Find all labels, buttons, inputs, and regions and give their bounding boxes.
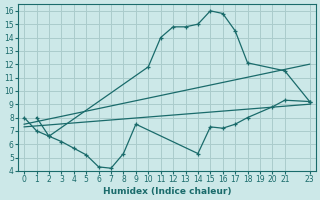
X-axis label: Humidex (Indice chaleur): Humidex (Indice chaleur) bbox=[103, 187, 231, 196]
